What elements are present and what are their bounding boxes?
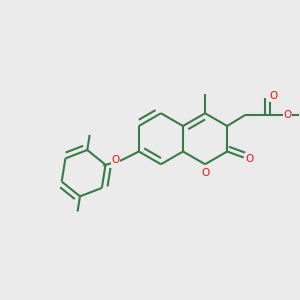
Text: O: O	[269, 92, 277, 101]
Text: O: O	[112, 155, 120, 165]
Text: O: O	[284, 110, 292, 119]
Text: O: O	[245, 154, 253, 164]
Text: O: O	[202, 168, 210, 178]
